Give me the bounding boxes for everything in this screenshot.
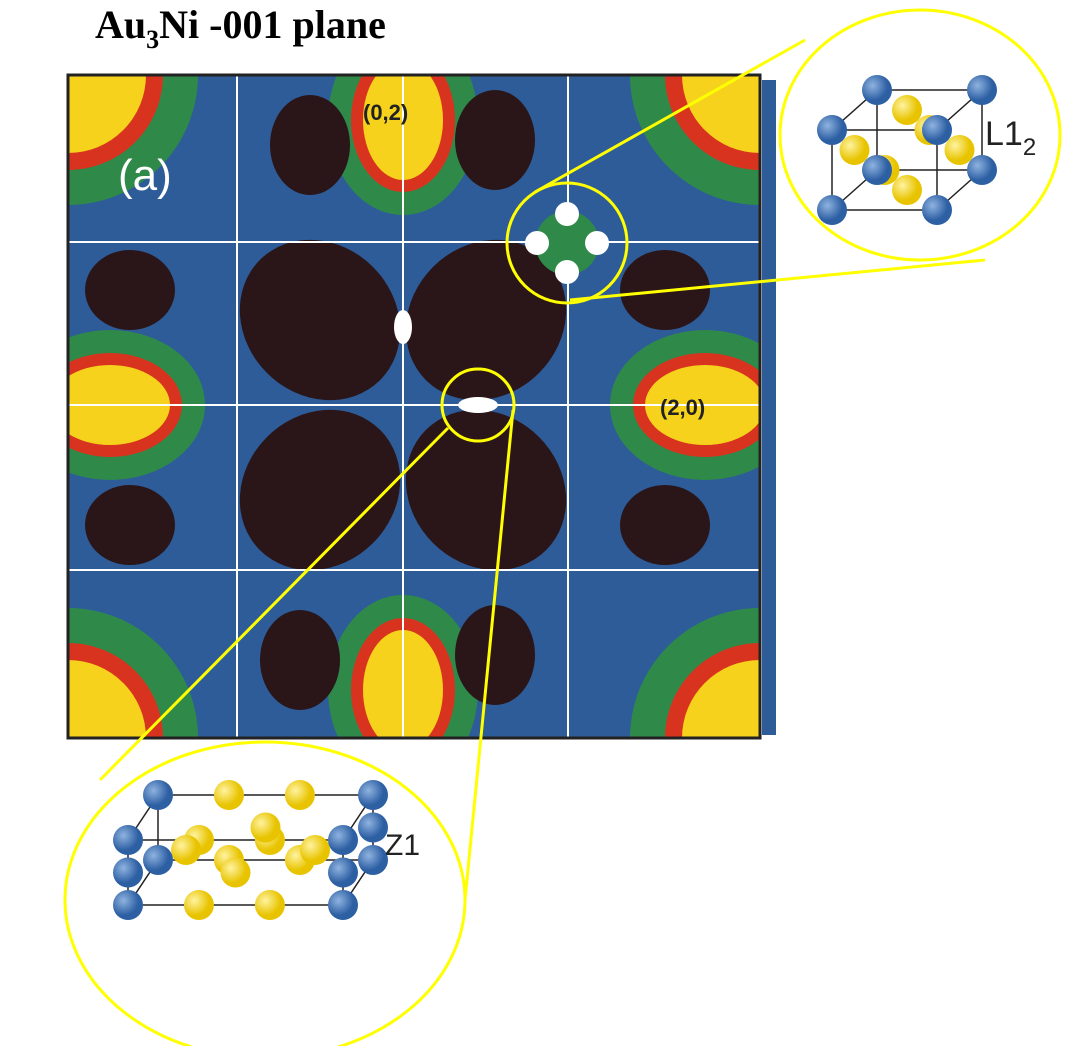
atom — [250, 812, 281, 843]
atom — [358, 845, 388, 875]
atom — [892, 175, 922, 205]
atom — [254, 890, 285, 920]
atom — [284, 780, 315, 810]
atom — [171, 835, 201, 865]
title-main: Au — [95, 2, 146, 47]
atom — [143, 845, 173, 875]
atom — [967, 75, 997, 105]
atom — [358, 812, 388, 843]
l12-crystal — [817, 75, 997, 225]
atom — [862, 75, 892, 105]
title-rest: Ni -001 plane — [159, 2, 386, 47]
atom — [328, 890, 358, 920]
atom — [213, 780, 244, 810]
atom — [967, 155, 997, 185]
atom — [862, 155, 892, 185]
atom — [328, 825, 358, 855]
atom — [817, 195, 847, 225]
spot-label: (2,0) — [660, 395, 705, 420]
atom — [113, 890, 143, 920]
inset-label: L12 — [985, 115, 1036, 161]
atom — [183, 890, 214, 920]
atom — [839, 135, 870, 165]
title-subscript: 3 — [146, 25, 159, 54]
atom — [220, 857, 251, 888]
intensity-map — [68, 75, 760, 738]
inset-label-main: L1 — [985, 115, 1023, 153]
atom — [892, 95, 922, 125]
atom — [113, 857, 143, 888]
atom — [113, 825, 143, 855]
z1-crystal — [113, 780, 388, 920]
atom — [922, 115, 952, 145]
atom — [944, 135, 975, 165]
atom — [300, 835, 330, 865]
title: Au3Ni -001 plane — [95, 2, 386, 54]
atom — [817, 115, 847, 145]
inset-label-subscript: 2 — [1023, 134, 1036, 161]
panel-label: (a) — [118, 151, 172, 200]
inset-label: Z1 — [385, 829, 420, 862]
atom — [922, 195, 952, 225]
atom — [143, 780, 173, 810]
atom — [358, 780, 388, 810]
spot-label: (0,2) — [363, 100, 408, 125]
atom — [328, 857, 358, 888]
